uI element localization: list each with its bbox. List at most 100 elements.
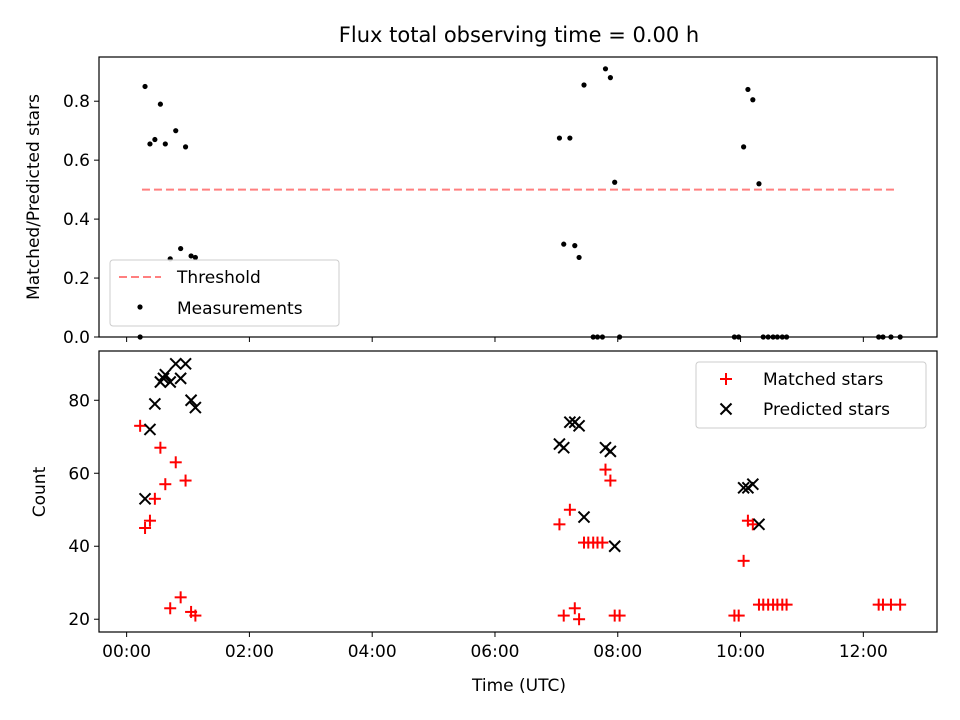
x-tick-label: 12:00 <box>839 642 888 662</box>
legend-matched-swatch <box>720 373 732 385</box>
x-tick-label: 00:00 <box>102 642 151 662</box>
predicted-star-point <box>572 419 586 433</box>
matched-star-point <box>568 602 581 615</box>
ratio-legend-box <box>109 259 340 327</box>
y-tick-label: 40 <box>68 537 90 557</box>
measurement-point <box>561 241 567 247</box>
measurement-point <box>602 66 609 72</box>
measurement-point <box>756 181 762 187</box>
count-y-ticks: 20 40 60 80 <box>68 391 99 630</box>
matched-star-point <box>894 598 907 611</box>
matched-star-point <box>563 503 576 516</box>
matched-star-point <box>613 609 626 622</box>
legend-measurements-swatch <box>137 304 143 310</box>
ratio-axes-frame <box>98 56 938 338</box>
measurement-point <box>142 83 148 90</box>
matched-star-point <box>154 441 167 454</box>
matched-star-point <box>553 518 566 531</box>
measurement-point <box>173 128 179 134</box>
x-tick-label: 04:00 <box>348 642 397 662</box>
y-tick-label: 60 <box>68 464 90 484</box>
x-tick-label: 02:00 <box>225 642 274 662</box>
count-x-axis-label: Time (UTC) <box>471 676 566 696</box>
measurement-point <box>576 254 582 261</box>
predicted-star-point <box>159 368 172 381</box>
x-tick-label: 08:00 <box>593 642 642 662</box>
matched-star-point <box>557 609 570 622</box>
measurement-point <box>745 86 751 93</box>
predicted-star-point <box>737 481 750 495</box>
predicted-star-point <box>174 372 187 385</box>
matched-star-point <box>189 609 202 622</box>
legend-predicted-label: Predicted stars <box>763 400 890 420</box>
ratio-legend: Threshold Measurements <box>109 259 340 327</box>
matched-star-point <box>174 591 187 604</box>
predicted-star-point <box>157 372 170 385</box>
y-tick-label: 20 <box>68 610 90 630</box>
matched-star-point <box>148 492 161 505</box>
matched-star-point <box>169 456 182 469</box>
predicted-star-point <box>143 423 157 436</box>
matched-star-point <box>164 602 177 615</box>
predicted-star-point <box>604 445 617 458</box>
predicted-star-point <box>746 477 760 491</box>
measurement-point <box>182 144 189 150</box>
predicted-star-point <box>138 492 152 506</box>
matched-star-point <box>780 598 793 611</box>
matched-star-point <box>596 536 609 549</box>
predicted-star-point <box>563 415 577 429</box>
measurement-points <box>137 66 903 340</box>
legend-predicted-swatch <box>719 402 733 416</box>
matched-star-point <box>599 463 612 476</box>
measurement-point <box>192 254 198 261</box>
predicted-star-point <box>179 357 192 370</box>
count-panel: Count Time (UTC) 20 40 60 80 00:00 02:00 04:0… <box>30 350 938 696</box>
matched-star-point <box>143 514 156 527</box>
predicted-star-point <box>189 401 202 414</box>
count-points <box>134 357 907 626</box>
measurement-point <box>581 82 587 88</box>
measurement-point <box>567 135 573 141</box>
measurement-point <box>178 245 184 252</box>
measurement-point <box>750 97 756 103</box>
chart-title: Flux total observing time = 0.00 h <box>339 23 699 47</box>
x-tick-label: 06:00 <box>470 642 519 662</box>
predicted-star-point <box>169 357 182 370</box>
measurement-point <box>188 253 194 259</box>
matched-star-point <box>604 474 617 487</box>
legend-matched-label: Matched stars <box>763 370 883 390</box>
ratio-y-axis-label: Matched/Predicted stars <box>24 94 44 300</box>
count-axes-frame <box>98 350 938 633</box>
predicted-star-point <box>557 441 570 454</box>
ratio-y-ticks: 0.0 0.2 0.4 0.6 0.8 <box>63 92 99 348</box>
predicted-star-point <box>608 540 621 553</box>
legend-measurements-label: Measurements <box>177 299 303 319</box>
count-legend: Matched stars Predicted stars <box>695 361 927 429</box>
y-tick-label: 0.8 <box>63 92 90 112</box>
y-tick-label: 80 <box>68 391 90 411</box>
matched-star-point <box>573 613 586 626</box>
measurement-point <box>556 135 563 141</box>
x-tick-label: 10:00 <box>716 642 765 662</box>
measurement-point <box>607 75 613 81</box>
count-y-axis-label: Count <box>30 466 50 517</box>
measurement-point <box>157 101 163 107</box>
ratio-panel: Matched/Predicted stars 0.00.20.40.60.8 … <box>24 56 938 348</box>
y-tick-label: 0.4 <box>63 210 90 230</box>
measurement-point <box>147 141 153 147</box>
y-tick-label: 0.6 <box>63 151 90 171</box>
matched-star-point <box>159 478 172 491</box>
predicted-star-point <box>184 394 198 407</box>
measurement-point <box>612 179 618 185</box>
matched-star-point <box>139 521 152 534</box>
legend-threshold-label: Threshold <box>176 268 261 288</box>
measurement-point <box>572 243 578 249</box>
measurement-point <box>162 141 168 147</box>
matched-star-point <box>179 474 192 487</box>
y-tick-label: 0.0 <box>63 328 90 348</box>
matched-star-point <box>732 609 745 622</box>
count-legend-box <box>695 361 927 429</box>
predicted-star-point <box>752 518 766 531</box>
